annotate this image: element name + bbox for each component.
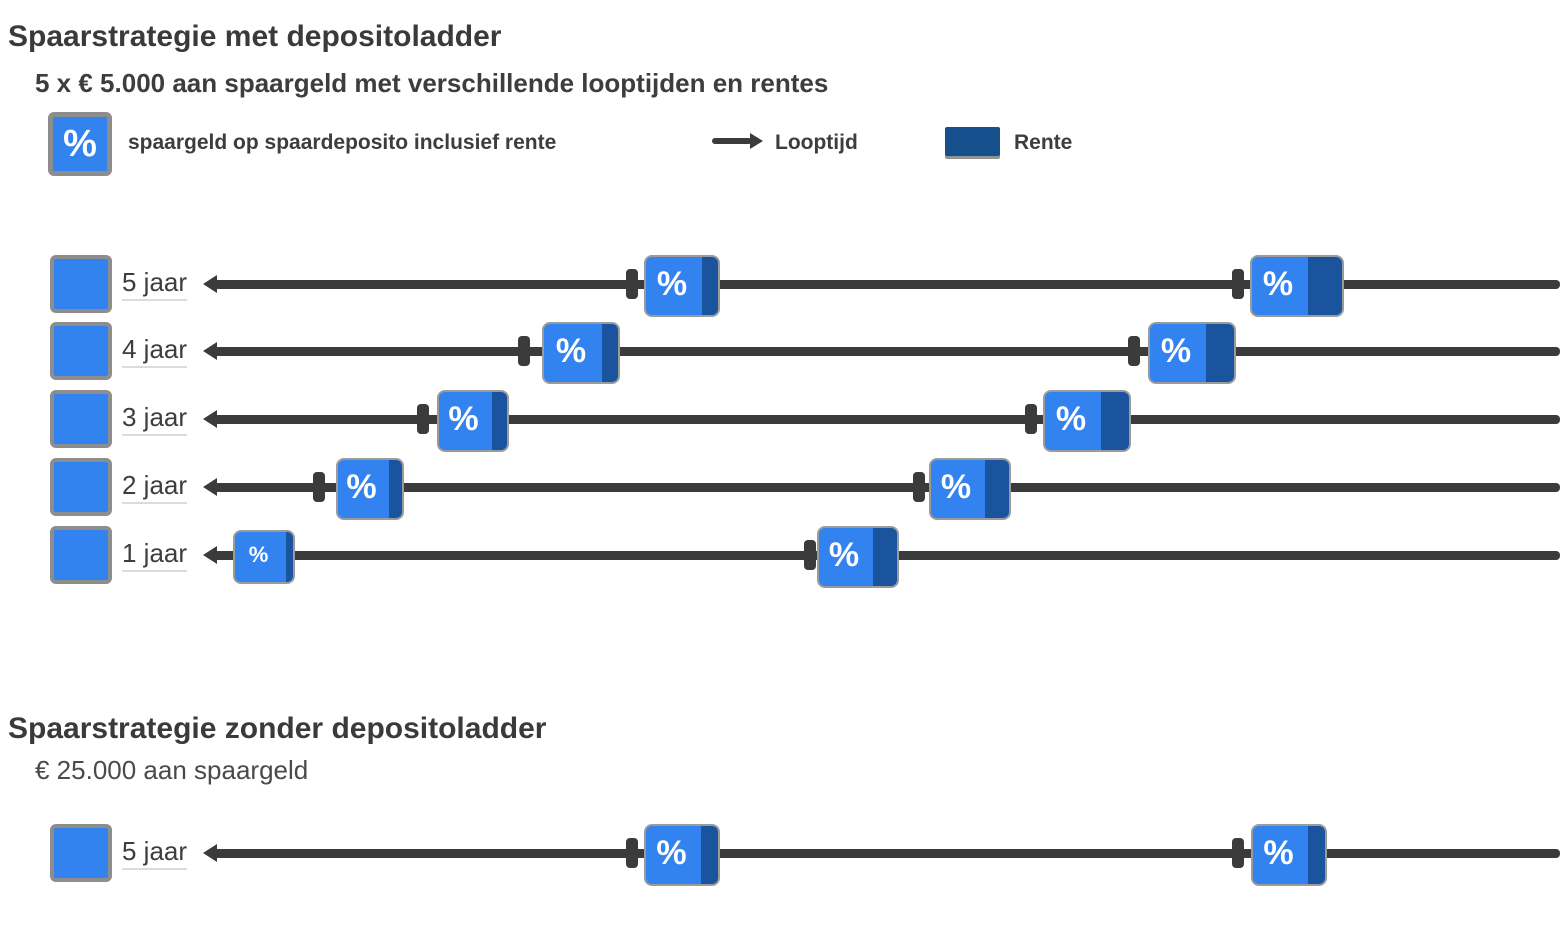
percent-glyph: % [656, 833, 687, 872]
rente-strip [492, 392, 507, 450]
rente-strip [702, 257, 718, 315]
percent-marker: % [1148, 322, 1236, 384]
looptijd-line [214, 415, 1560, 424]
deposit-square-icon [50, 458, 112, 516]
line-notch [913, 472, 925, 502]
line-start-arrow-icon [203, 844, 217, 862]
percent-glyph: % [63, 122, 97, 165]
rente-strip [1206, 324, 1234, 382]
percent-marker: % [929, 458, 1011, 520]
looptijd-line [214, 849, 1560, 858]
line-notch [1128, 336, 1140, 366]
rente-box-icon [945, 127, 1000, 156]
line-notch [1025, 404, 1037, 434]
line-notch [804, 540, 816, 570]
percent-glyph: % [1055, 399, 1087, 438]
deposit-square-icon [50, 322, 112, 380]
rente-strip [985, 460, 1009, 518]
percent-glyph: % [828, 535, 860, 574]
row-label: 5 jaar [122, 836, 188, 870]
percent-glyph: % [1263, 833, 1294, 872]
rente-strip [389, 460, 402, 518]
line-notch [518, 336, 530, 366]
percent-glyph: % [940, 467, 972, 506]
line-notch [626, 838, 638, 868]
line-notch [1232, 269, 1244, 299]
percent-glyph: % [656, 264, 688, 303]
percent-glyph: % [1160, 331, 1192, 370]
percent-glyph: % [346, 467, 377, 506]
legend-looptijd-label: Looptijd [775, 131, 858, 154]
line-notch [417, 404, 429, 434]
deposit-square-icon [50, 390, 112, 448]
percent-glyph: % [1262, 264, 1294, 303]
rente-strip [286, 532, 293, 582]
line-start-arrow-icon [203, 546, 217, 564]
rente-strip [1101, 392, 1129, 450]
line-notch [313, 472, 325, 502]
percent-deposit-icon: % [48, 112, 112, 176]
deposit-square-icon [50, 255, 112, 313]
deposit-square-icon [50, 526, 112, 584]
rente-strip [602, 324, 618, 382]
percent-glyph: % [248, 542, 269, 567]
row-label: 5 jaar [122, 267, 188, 301]
rente-strip [873, 528, 897, 586]
percent-marker: % [1250, 255, 1344, 317]
legend-rente-label: Rente [1014, 131, 1073, 154]
legend-deposit-label: spaargeld op spaardeposito inclusief ren… [128, 131, 557, 154]
percent-marker: % [644, 255, 720, 317]
line-start-arrow-icon [203, 342, 217, 360]
line-start-arrow-icon [203, 478, 217, 496]
line-start-arrow-icon [203, 410, 217, 428]
looptijd-line [214, 347, 1560, 356]
section2-subtitle: € 25.000 aan spaargeld [35, 755, 309, 785]
row-label: 4 jaar [122, 334, 188, 368]
row-label: 1 jaar [122, 538, 188, 572]
rente-strip [1308, 826, 1325, 884]
section1-title: Spaarstrategie met depositoladder [8, 20, 502, 53]
percent-marker: % [336, 458, 404, 520]
line-start-arrow-icon [203, 275, 217, 293]
section1-subtitle: 5 x € 5.000 aan spaargeld met verschille… [35, 68, 829, 98]
section2-title: Spaarstrategie zonder depositoladder [8, 712, 547, 745]
line-notch [1232, 838, 1244, 868]
rente-strip [1308, 257, 1342, 315]
row-label: 3 jaar [122, 402, 188, 436]
row-label: 2 jaar [122, 470, 188, 504]
rente-strip [701, 826, 718, 884]
percent-marker: % [817, 526, 899, 588]
looptijd-line [214, 483, 1560, 492]
percent-marker: % [233, 530, 295, 584]
percent-glyph: % [555, 331, 587, 370]
deposit-square-icon [50, 824, 112, 882]
line-notch [626, 269, 638, 299]
percent-marker: % [1251, 824, 1327, 886]
percent-marker: % [644, 824, 720, 886]
looptijd-line [214, 280, 1560, 289]
percent-marker: % [542, 322, 620, 384]
percent-marker: % [437, 390, 509, 452]
percent-glyph: % [448, 399, 479, 438]
percent-marker: % [1043, 390, 1131, 452]
